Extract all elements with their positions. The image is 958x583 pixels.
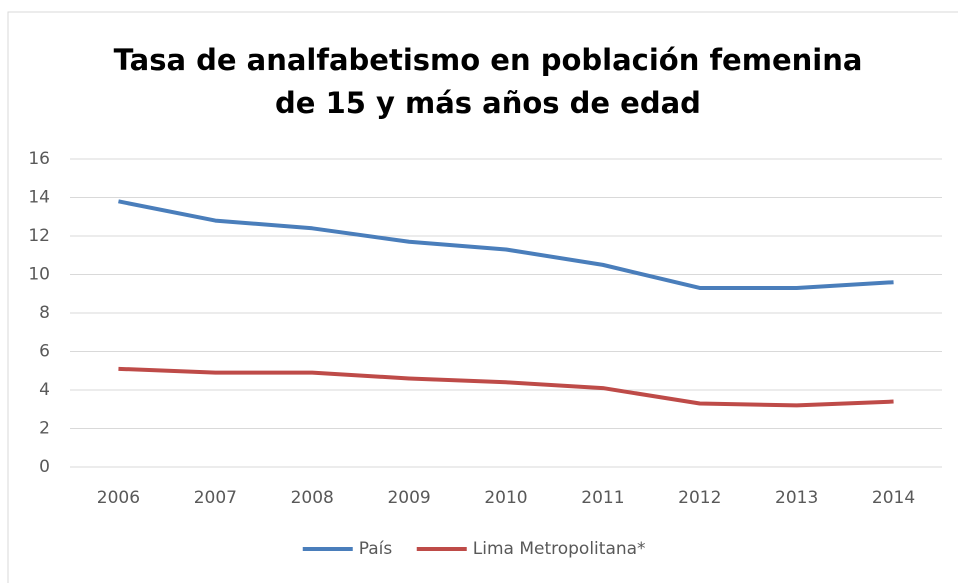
- x-tick-label: 2012: [678, 488, 721, 508]
- chart-title: de 15 y más años de edad: [275, 86, 701, 120]
- x-tick-label: 2013: [775, 488, 818, 508]
- chart-title: Tasa de analfabetismo en población femen…: [114, 43, 863, 77]
- line-series: [118, 366, 894, 408]
- legend-label: País: [359, 539, 393, 559]
- x-tick-label: 2014: [872, 488, 915, 508]
- chart-frame: [7, 11, 958, 583]
- x-tick-label: 2010: [484, 488, 527, 508]
- x-tick-label: 2006: [97, 488, 140, 508]
- y-tick-label: 14: [28, 188, 50, 208]
- y-tick-label: 6: [39, 342, 50, 362]
- y-tick-label: 0: [39, 457, 50, 477]
- y-tick-label: 4: [39, 380, 50, 400]
- y-tick-label: 10: [28, 265, 50, 285]
- y-tick-label: 12: [28, 226, 50, 246]
- y-tick-label: 8: [39, 303, 50, 323]
- line-series: [118, 199, 894, 290]
- legend-label: Lima Metropolitana*: [473, 539, 646, 559]
- x-tick-label: 2008: [291, 488, 334, 508]
- y-tick-label: 2: [39, 419, 50, 439]
- x-tick-label: 2009: [387, 488, 430, 508]
- x-tick-label: 2007: [194, 488, 237, 508]
- y-tick-label: 16: [28, 149, 50, 169]
- x-tick-label: 2011: [581, 488, 624, 508]
